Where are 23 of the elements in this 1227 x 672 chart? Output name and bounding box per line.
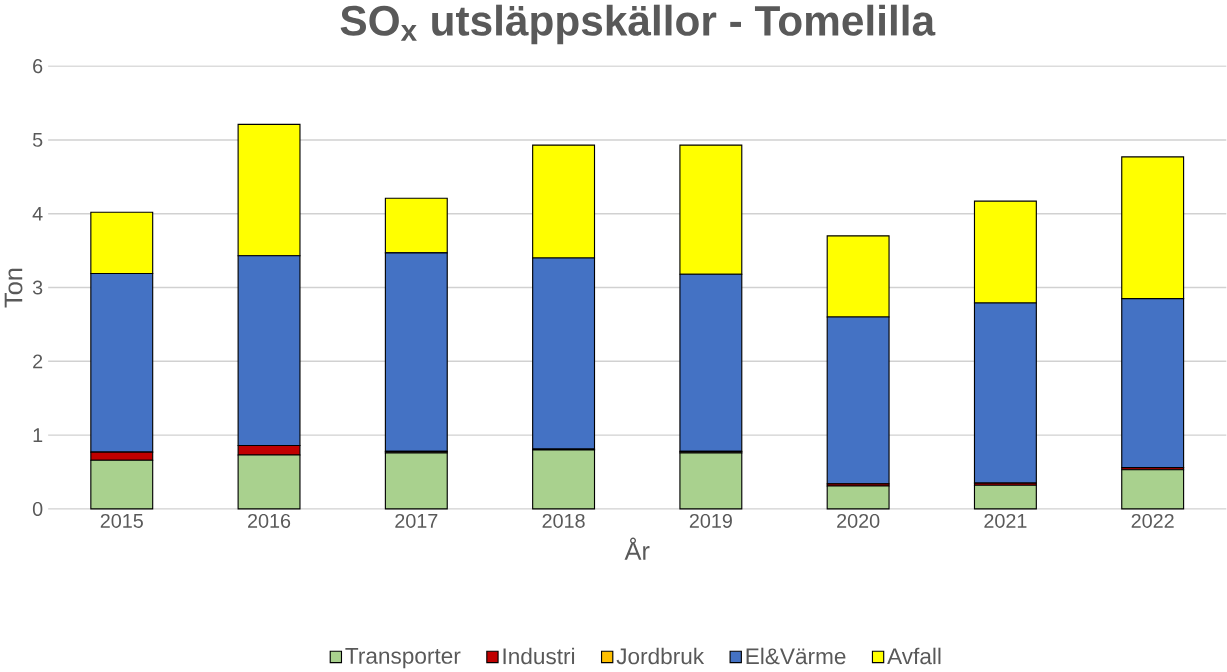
y-axis-title: Ton	[4, 268, 23, 308]
x-tick-label: 2019	[689, 513, 732, 528]
x-tick-label: 2022	[1131, 513, 1174, 528]
y-tick-label: 3	[32, 280, 43, 295]
x-tick-label: 2016	[248, 513, 291, 528]
y-tick-label: 6	[33, 59, 43, 74]
x-tick-label: 2018	[542, 513, 585, 528]
legend-label: Jordbruk	[616, 647, 705, 665]
x-axis-title: År	[624, 537, 650, 560]
y-tick-label: 2	[33, 354, 43, 369]
y-tick-label: 1	[33, 428, 43, 442]
x-tick-label: 2021	[984, 513, 1027, 528]
y-tick-label: 5	[32, 133, 43, 147]
legend-label: Transporter	[345, 648, 461, 669]
x-tick-label: 2017	[395, 513, 438, 528]
legend-label: El&Värme	[746, 647, 846, 665]
legend-label: Industri	[503, 647, 575, 665]
y-tick-label: 4	[32, 207, 43, 221]
legend-label: Avfall	[887, 647, 941, 665]
x-tick-label: 2020	[837, 513, 880, 528]
y-tick-label: 0	[32, 501, 43, 516]
chart-title: SO$_{x}$ utsläppskällor - Tomelilla	[340, 4, 936, 45]
x-tick-label: 2015	[100, 513, 143, 528]
